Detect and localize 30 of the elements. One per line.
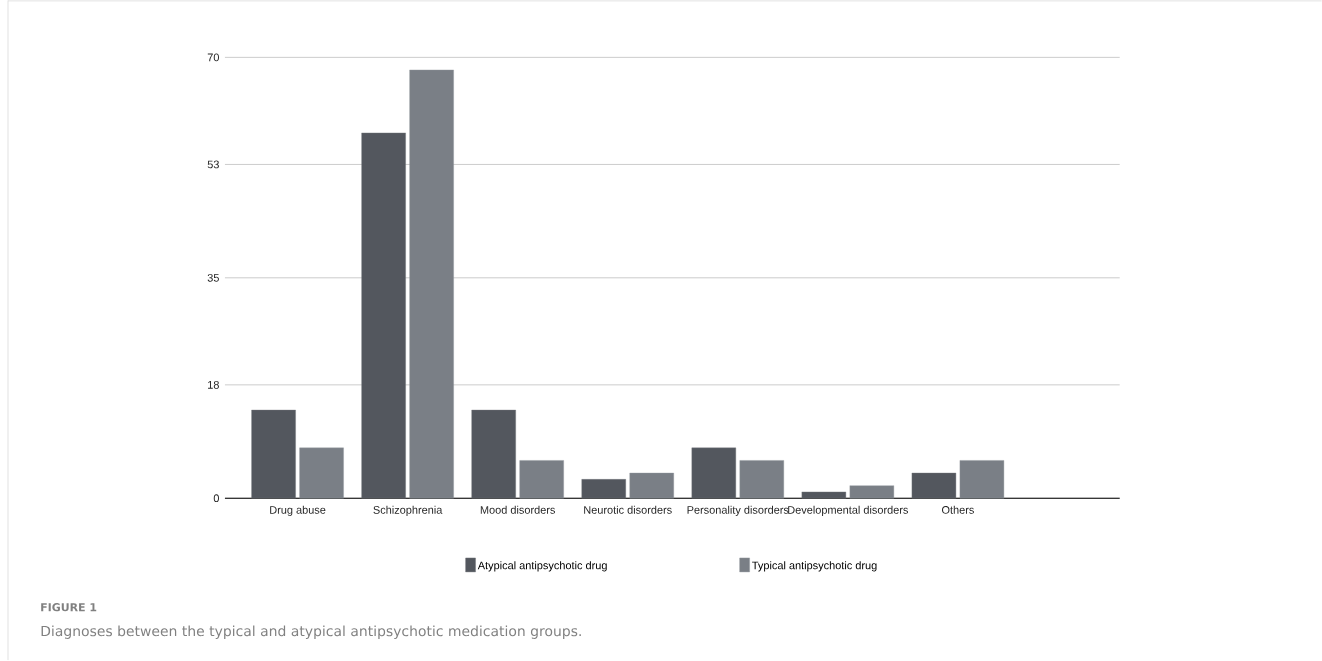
- x-tick-label: Developmental disorders: [788, 505, 909, 517]
- bar: [691, 447, 736, 499]
- y-tick-label: 53: [207, 160, 219, 169]
- y-tick-label: 35: [207, 274, 219, 282]
- bar: [361, 132, 406, 499]
- bar: [251, 410, 296, 499]
- legend-label: Atypical antipsychotic drug: [477, 561, 607, 572]
- bar: [629, 473, 674, 499]
- bar: [849, 485, 895, 499]
- legend-label: Typical antipsychotic drug: [752, 561, 877, 572]
- x-tick-label: Others: [941, 505, 974, 515]
- bar: [409, 69, 454, 499]
- x-tick-label: Drug abuse: [270, 505, 326, 517]
- bar: [959, 460, 1005, 499]
- bar: [519, 460, 564, 499]
- bar: [911, 473, 957, 499]
- caption: FIGURE 1: [41, 603, 97, 612]
- bar: [739, 460, 784, 499]
- bar: [581, 479, 626, 499]
- x-tick-label: Mood disorders: [480, 505, 556, 515]
- x-tick-label: Neurotic disorders: [584, 505, 672, 515]
- text: Diagnoses between the typical and atypical antipsychotic medication groups.: [41, 625, 581, 640]
- bar: [801, 491, 847, 499]
- y-tick-label: 70: [207, 53, 219, 62]
- x-tick-label: Schizophrenia: [373, 505, 443, 517]
- bar: [471, 410, 516, 499]
- y-tick-label: 18: [208, 381, 219, 389]
- y-tick-label: 0: [213, 494, 219, 503]
- x-tick-label: Personality disorders: [687, 505, 789, 517]
- bar: [299, 447, 344, 499]
